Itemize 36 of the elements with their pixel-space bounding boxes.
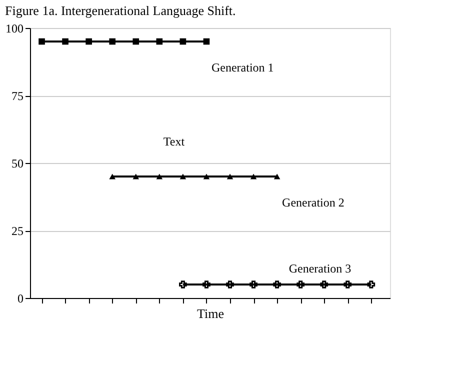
point (109, 38, 116, 45)
point (132, 38, 140, 45)
point (156, 174, 163, 180)
point (86, 38, 92, 45)
point (179, 280, 187, 288)
point (320, 280, 328, 288)
x-axis-title: Time (197, 306, 224, 321)
point (180, 38, 186, 45)
y-tick-label: 75 (12, 89, 24, 103)
point (296, 280, 304, 288)
point (38, 38, 45, 45)
point (109, 174, 116, 180)
point (250, 280, 258, 288)
point (156, 38, 163, 45)
point (344, 280, 352, 288)
point (203, 174, 210, 180)
point (273, 280, 281, 288)
series-label: Generation 3 (288, 262, 352, 276)
y-tick-label: 100 (6, 22, 24, 36)
point (62, 38, 68, 45)
y-tick-label: 25 (12, 224, 24, 238)
point (180, 174, 186, 180)
point (367, 280, 376, 288)
y-tick-label: 50 (12, 156, 24, 170)
chart-title: Figure 1a. Intergenerational Language Shift. (5, 3, 236, 18)
series-label: Generation 2 (282, 196, 344, 210)
point (202, 280, 210, 288)
point (226, 280, 234, 288)
y-tick-label: 0 (18, 292, 24, 306)
point (132, 174, 140, 180)
point (250, 174, 257, 180)
point (274, 174, 280, 180)
series-label: Generation 1 (211, 60, 274, 74)
point (203, 38, 210, 45)
annotation: Text (163, 134, 186, 148)
point (226, 174, 234, 180)
